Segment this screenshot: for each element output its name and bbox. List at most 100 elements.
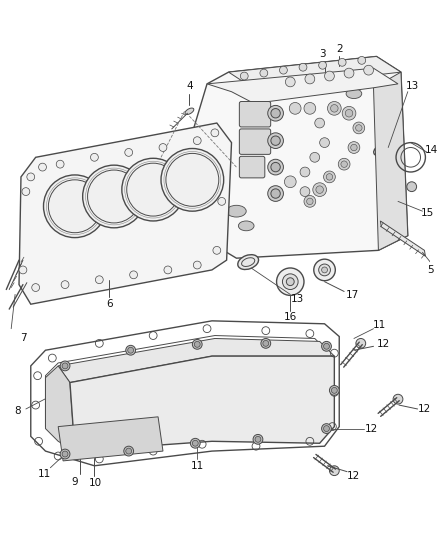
Ellipse shape	[226, 205, 246, 217]
Circle shape	[213, 246, 221, 254]
Text: 2: 2	[336, 44, 343, 54]
Circle shape	[279, 66, 287, 74]
Circle shape	[315, 118, 325, 128]
Circle shape	[271, 189, 280, 198]
Circle shape	[268, 159, 283, 175]
Circle shape	[331, 104, 338, 112]
Circle shape	[314, 259, 336, 281]
Circle shape	[338, 59, 346, 66]
Circle shape	[341, 161, 347, 167]
Circle shape	[364, 65, 374, 75]
Circle shape	[283, 274, 298, 289]
Circle shape	[338, 158, 350, 170]
Circle shape	[261, 338, 271, 348]
Polygon shape	[19, 123, 232, 304]
Circle shape	[22, 188, 30, 196]
Circle shape	[310, 152, 320, 162]
Circle shape	[320, 138, 329, 148]
Circle shape	[325, 71, 334, 81]
Polygon shape	[70, 356, 334, 451]
Circle shape	[345, 109, 353, 117]
Circle shape	[324, 426, 329, 432]
Circle shape	[319, 264, 330, 276]
Text: 6: 6	[106, 299, 113, 309]
Text: 9: 9	[71, 478, 78, 488]
Circle shape	[62, 451, 68, 457]
Circle shape	[126, 345, 135, 355]
Circle shape	[286, 278, 294, 286]
FancyBboxPatch shape	[239, 129, 271, 155]
Text: 12: 12	[377, 340, 390, 349]
Circle shape	[326, 174, 333, 180]
Text: 12: 12	[347, 471, 360, 481]
Ellipse shape	[238, 255, 258, 270]
Text: 11: 11	[191, 461, 204, 471]
Circle shape	[56, 160, 64, 168]
Circle shape	[271, 163, 280, 172]
Circle shape	[286, 77, 295, 87]
Circle shape	[307, 198, 313, 205]
Circle shape	[348, 142, 360, 154]
Circle shape	[95, 276, 103, 284]
Polygon shape	[380, 221, 425, 256]
Circle shape	[255, 437, 261, 442]
Circle shape	[353, 122, 365, 134]
Circle shape	[61, 281, 69, 288]
Text: 10: 10	[89, 479, 102, 488]
Circle shape	[304, 102, 316, 114]
Circle shape	[271, 136, 280, 146]
Circle shape	[356, 338, 366, 348]
Text: 4: 4	[186, 81, 193, 91]
Circle shape	[324, 171, 336, 183]
Circle shape	[328, 101, 341, 115]
Polygon shape	[192, 56, 408, 258]
Text: 16: 16	[284, 312, 297, 322]
Circle shape	[194, 342, 200, 348]
FancyBboxPatch shape	[239, 101, 271, 127]
Circle shape	[313, 183, 326, 197]
Circle shape	[284, 176, 296, 188]
Circle shape	[126, 448, 132, 454]
Circle shape	[321, 342, 332, 351]
Circle shape	[300, 187, 310, 197]
Ellipse shape	[185, 108, 194, 115]
Circle shape	[253, 434, 263, 444]
Ellipse shape	[238, 221, 254, 231]
Circle shape	[191, 438, 200, 448]
Circle shape	[321, 424, 332, 433]
Circle shape	[193, 261, 201, 269]
Circle shape	[344, 68, 354, 78]
Circle shape	[305, 74, 315, 84]
Polygon shape	[58, 338, 334, 383]
Circle shape	[192, 340, 202, 349]
Circle shape	[268, 185, 283, 201]
Circle shape	[27, 173, 35, 181]
Polygon shape	[229, 56, 401, 89]
Polygon shape	[207, 68, 398, 103]
Circle shape	[393, 394, 403, 404]
Circle shape	[304, 196, 316, 207]
Polygon shape	[374, 72, 408, 251]
Ellipse shape	[60, 410, 158, 427]
Circle shape	[125, 149, 133, 156]
Text: 12: 12	[365, 424, 378, 433]
Text: 13: 13	[406, 81, 419, 91]
Circle shape	[300, 167, 310, 177]
Polygon shape	[58, 417, 163, 461]
Circle shape	[62, 363, 68, 369]
Circle shape	[342, 107, 356, 120]
Text: 15: 15	[421, 208, 434, 218]
Circle shape	[276, 268, 304, 295]
Circle shape	[161, 149, 224, 211]
Text: 12: 12	[418, 404, 431, 414]
Circle shape	[211, 129, 219, 137]
Circle shape	[324, 343, 329, 349]
Text: 5: 5	[427, 265, 434, 275]
Circle shape	[164, 266, 172, 274]
Circle shape	[83, 165, 145, 228]
Circle shape	[124, 446, 134, 456]
Circle shape	[329, 466, 339, 475]
Circle shape	[43, 175, 106, 238]
Circle shape	[268, 133, 283, 149]
Circle shape	[130, 271, 138, 279]
